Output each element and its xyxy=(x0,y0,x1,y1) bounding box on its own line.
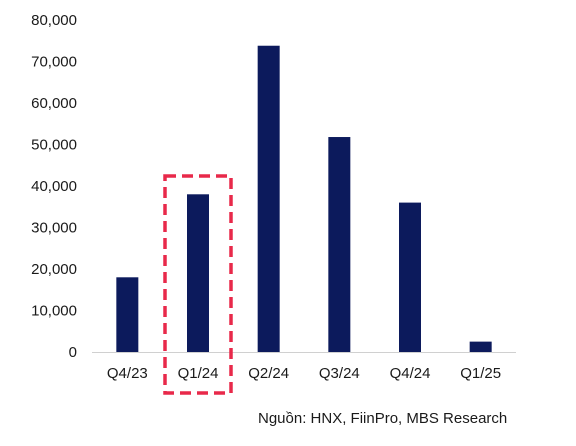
y-tick-label: 20,000 xyxy=(31,261,77,278)
y-tick-label: 40,000 xyxy=(31,178,77,195)
x-tick-label: Q1/24 xyxy=(178,365,219,382)
bar xyxy=(469,341,492,352)
bar xyxy=(187,194,209,352)
y-tick-label: 10,000 xyxy=(31,303,77,320)
bar xyxy=(257,45,280,352)
highlight-box xyxy=(163,174,233,395)
x-axis: Q4/23 Q1/24 Q2/24 Q3/24 Q4/24 Q1/25 xyxy=(107,365,501,382)
y-tick-label: 60,000 xyxy=(31,95,77,112)
bar xyxy=(399,202,421,352)
x-tick-label: Q4/23 xyxy=(107,365,148,382)
y-tick-label: 70,000 xyxy=(31,54,77,71)
source-note: Nguồn: HNX, FiinPro, MBS Research xyxy=(258,410,508,427)
y-tick-label: 50,000 xyxy=(31,137,77,154)
y-axis: 0 10,000 20,000 30,000 40,000 50,000 60,000 70,… xyxy=(31,12,77,361)
y-tick-label: 0 xyxy=(69,344,77,361)
x-tick-label: Q2/24 xyxy=(248,365,289,382)
y-tick-label: 80,000 xyxy=(31,12,77,29)
bars-group xyxy=(116,45,492,352)
bar xyxy=(116,277,139,352)
x-tick-label: Q1/25 xyxy=(460,365,501,382)
bar xyxy=(328,137,351,352)
x-tick-label: Q4/24 xyxy=(390,365,431,382)
y-tick-label: 30,000 xyxy=(31,220,77,237)
x-tick-label: Q3/24 xyxy=(319,365,360,382)
